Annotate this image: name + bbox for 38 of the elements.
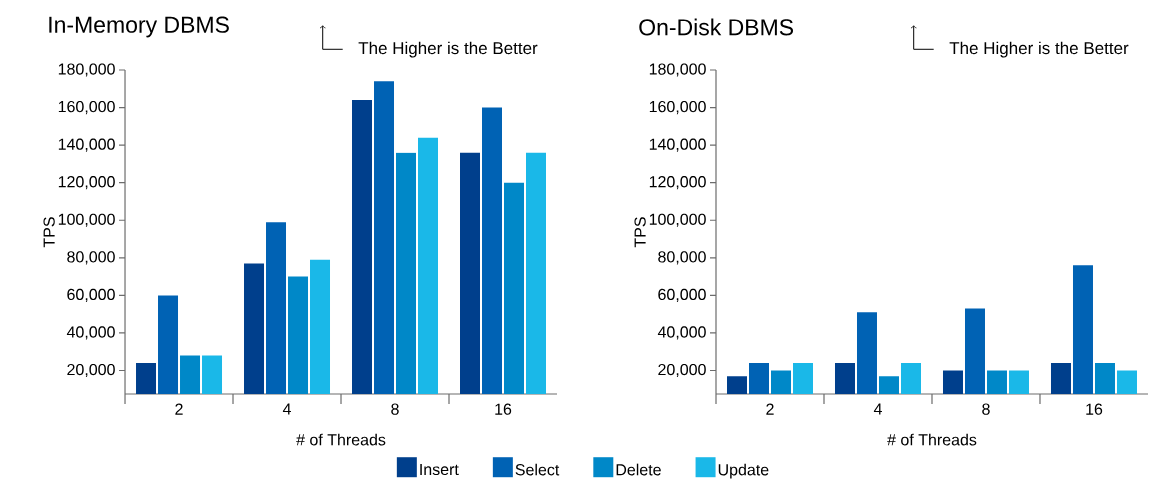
- legend-label: Delete: [616, 463, 661, 476]
- y-axis-title: TPS: [634, 217, 646, 248]
- y-tick-label: 100,000: [649, 213, 706, 227]
- y-tick-label: 160,000: [649, 100, 706, 115]
- y-tick-label: 140,000: [58, 138, 115, 152]
- x-tick-label: 8: [982, 403, 990, 415]
- y-tick-label: 120,000: [58, 176, 115, 190]
- legend-label: Select: [515, 463, 560, 476]
- y-tick-label: 140,000: [649, 138, 706, 152]
- text: The Higher is the Better: [949, 41, 1129, 58]
- chart-title: On-Disk DBMS: [639, 18, 794, 36]
- x-axis-title: # of Threads: [296, 433, 386, 446]
- y-tick-label: 100,000: [58, 213, 115, 227]
- y-tick-label: 20,000: [658, 363, 706, 378]
- x-tick-label: 16: [1086, 403, 1103, 415]
- text: The Higher is the Better: [358, 41, 538, 58]
- x-tick-label: 2: [766, 403, 774, 415]
- y-tick-label: 60,000: [67, 288, 115, 302]
- y-tick-label: 60,000: [658, 288, 706, 302]
- y-tick-label: 80,000: [67, 251, 115, 265]
- x-tick-label: 2: [175, 403, 183, 415]
- x-axis-title: # of Threads: [887, 433, 977, 446]
- y-tick-label: 120,000: [649, 176, 706, 190]
- y-tick-label: 80,000: [658, 251, 706, 265]
- y-tick-label: 180,000: [649, 63, 706, 77]
- y-tick-label: 40,000: [66, 326, 115, 340]
- y-tick-label: 160,000: [58, 100, 115, 115]
- x-tick-label: 4: [873, 403, 882, 415]
- legend-label: Insert: [420, 463, 459, 476]
- chart-title: In-Memory DBMS: [49, 16, 229, 38]
- legend-label: Update: [718, 463, 769, 479]
- y-tick-label: 20,000: [67, 363, 115, 378]
- x-tick-label: 4: [282, 403, 291, 415]
- y-tick-label: 40,000: [657, 326, 706, 340]
- x-tick-label: 16: [495, 403, 512, 415]
- y-axis-title: TPS: [43, 217, 55, 248]
- y-tick-label: 180,000: [58, 63, 115, 77]
- x-tick-label: 8: [391, 403, 399, 415]
